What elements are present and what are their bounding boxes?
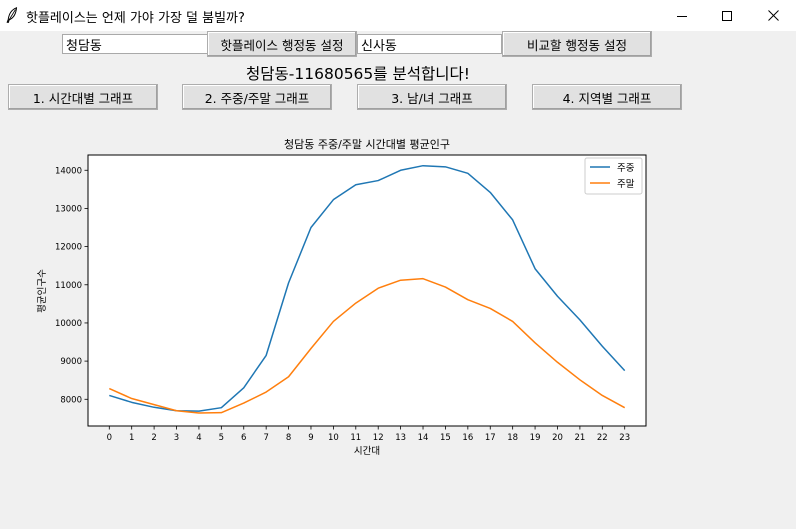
- region-graph-button[interactable]: 4. 지역별 그래프: [532, 84, 682, 110]
- chart-series: [108, 164, 626, 414]
- x-tick-label: 11: [350, 433, 361, 443]
- y-tick-label: 11000: [55, 281, 82, 291]
- x-tick-label: 1: [129, 433, 134, 443]
- y-tick-label: 14000: [55, 166, 82, 176]
- x-tick-label: 3: [174, 433, 179, 443]
- x-tick-label: 0: [107, 433, 112, 443]
- compare-input[interactable]: [357, 34, 502, 54]
- x-tick-label: 13: [395, 433, 406, 443]
- chart-axes: 0 1 2 3 4 5 6 7 8 9 10 11 12 13 14 15 16 17 18 19 20 21 22 2380…: [55, 166, 630, 443]
- plot-area: [87, 154, 647, 427]
- set-hotplace-button[interactable]: 핫플레이스 행정동 설정: [207, 31, 357, 57]
- x-tick-label: 16: [462, 433, 473, 443]
- x-tick-label: 8: [286, 433, 291, 443]
- x-tick-label: 9: [308, 433, 313, 443]
- x-tick-label: 22: [597, 433, 608, 443]
- x-tick-label: 21: [574, 433, 585, 443]
- y-tick-label: 8000: [60, 395, 82, 405]
- chart-legend: 주중 주말: [584, 157, 643, 195]
- x-tick-label: 5: [219, 433, 224, 443]
- x-tick-label: 12: [373, 433, 384, 443]
- x-tick-label: 23: [619, 433, 630, 443]
- x-tick-label: 2: [151, 433, 156, 443]
- weekend-series-line: [108, 277, 626, 414]
- x-tick-label: 14: [418, 433, 429, 443]
- weekday-weekend-graph-button[interactable]: 2. 주중/주말 그래프: [182, 84, 332, 110]
- maximize-button[interactable]: [704, 0, 750, 31]
- x-tick-label: 10: [328, 433, 339, 443]
- y-tick-label: 9000: [60, 357, 82, 367]
- maximize-icon: [722, 10, 732, 21]
- y-tick-label: 12000: [55, 243, 82, 253]
- x-tick-label: 20: [552, 433, 563, 443]
- gender-graph-button[interactable]: 3. 남/녀 그래프: [357, 84, 507, 110]
- legend-label-weekday: 주중: [617, 163, 635, 174]
- x-tick-label: 6: [241, 433, 246, 443]
- y-tick-label: 13000: [55, 204, 82, 214]
- x-tick-label: 17: [485, 433, 496, 443]
- chart-title: 청담동 주중/주말 시간대별 평균인구: [284, 138, 450, 151]
- x-tick-label: 7: [263, 433, 268, 443]
- feather-icon: [6, 7, 18, 23]
- x-tick-label: 4: [196, 433, 201, 443]
- hotplace-input[interactable]: [62, 34, 208, 54]
- weekday-series-line: [109, 164, 626, 412]
- close-button[interactable]: [750, 0, 796, 31]
- time-graph-button[interactable]: 1. 시간대별 그래프: [8, 84, 158, 110]
- window-title: 핫플레이스는 언제 가야 가장 덜 붐빌까?: [26, 11, 245, 26]
- minimize-icon: [677, 11, 687, 21]
- x-tick-label: 18: [507, 433, 518, 443]
- minimize-button[interactable]: [659, 0, 705, 31]
- y-axis-label: 평균인구수: [37, 269, 48, 313]
- x-axis-label: 시간대: [354, 446, 380, 457]
- set-compare-button[interactable]: 비교할 행정동 설정: [502, 31, 652, 57]
- legend-label-weekend: 주말: [617, 178, 635, 190]
- x-tick-label: 15: [440, 433, 451, 443]
- y-tick-label: 10000: [55, 319, 82, 329]
- x-tick-label: 19: [530, 433, 541, 443]
- close-icon: [767, 10, 779, 21]
- population-line-chart: 청담동 주중/주말 시간대별 평균인구 0 1 2 3 4 5 6 7 8 9 10 11 12 13 14…: [37, 138, 647, 457]
- analysis-heading: 청담동-11680565를 분석합니다!: [246, 65, 470, 83]
- title-bar: 핫플레이스는 언제 가야 가장 덜 붐빌까?: [0, 0, 796, 31]
